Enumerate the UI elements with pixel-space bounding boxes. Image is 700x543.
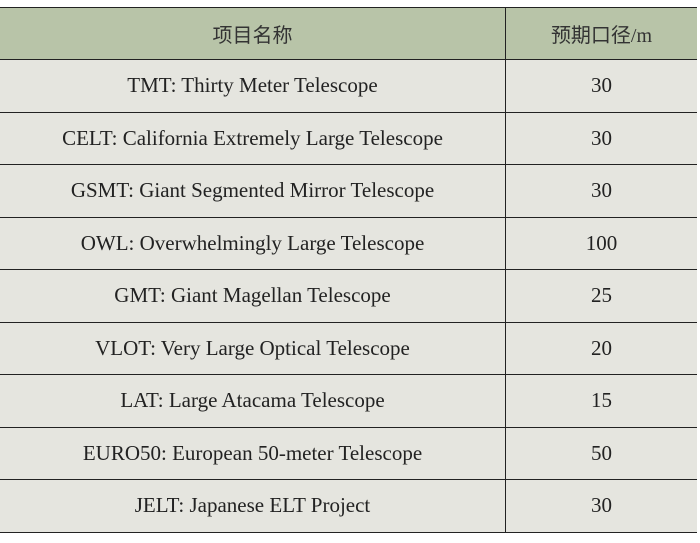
header-project-name: 项目名称 [0,7,506,60]
table-row: EURO50: European 50-meter Telescope 50 [0,426,697,480]
table-row: GMT: Giant Magellan Telescope 25 [0,269,697,323]
project-name-cell: LAT: Large Atacama Telescope [0,374,506,428]
aperture-cell: 30 [505,59,697,113]
header-aperture: 预期口径/m [505,7,697,60]
aperture-cell: 30 [505,164,697,218]
project-name-cell: EURO50: European 50-meter Telescope [0,426,506,480]
project-name-cell: CELT: California Extremely Large Telesco… [0,111,506,165]
aperture-cell: 50 [505,426,697,480]
table-row: OWL: Overwhelmingly Large Telescope 100 [0,216,697,270]
table-row: TMT: Thirty Meter Telescope 30 [0,59,697,113]
aperture-cell: 15 [505,374,697,428]
project-name-cell: VLOT: Very Large Optical Telescope [0,321,506,375]
project-name-cell: JELT: Japanese ELT Project [0,479,506,533]
aperture-cell: 30 [505,111,697,165]
telescope-table: 项目名称 预期口径/m TMT: Thirty Meter Telescope 3… [0,7,697,533]
table-row: GSMT: Giant Segmented Mirror Telescope 30 [0,164,697,218]
table-row: CELT: California Extremely Large Telesco… [0,111,697,165]
aperture-cell: 100 [505,216,697,270]
project-name-cell: GMT: Giant Magellan Telescope [0,269,506,323]
project-name-cell: TMT: Thirty Meter Telescope [0,59,506,113]
aperture-cell: 25 [505,269,697,323]
aperture-cell: 20 [505,321,697,375]
table-row: VLOT: Very Large Optical Telescope 20 [0,321,697,375]
project-name-cell: GSMT: Giant Segmented Mirror Telescope [0,164,506,218]
project-name-cell: OWL: Overwhelmingly Large Telescope [0,216,506,270]
header-row: 项目名称 预期口径/m [0,7,697,60]
table-row: LAT: Large Atacama Telescope 15 [0,374,697,428]
table-row: JELT: Japanese ELT Project 30 [0,479,697,533]
aperture-cell: 30 [505,479,697,533]
